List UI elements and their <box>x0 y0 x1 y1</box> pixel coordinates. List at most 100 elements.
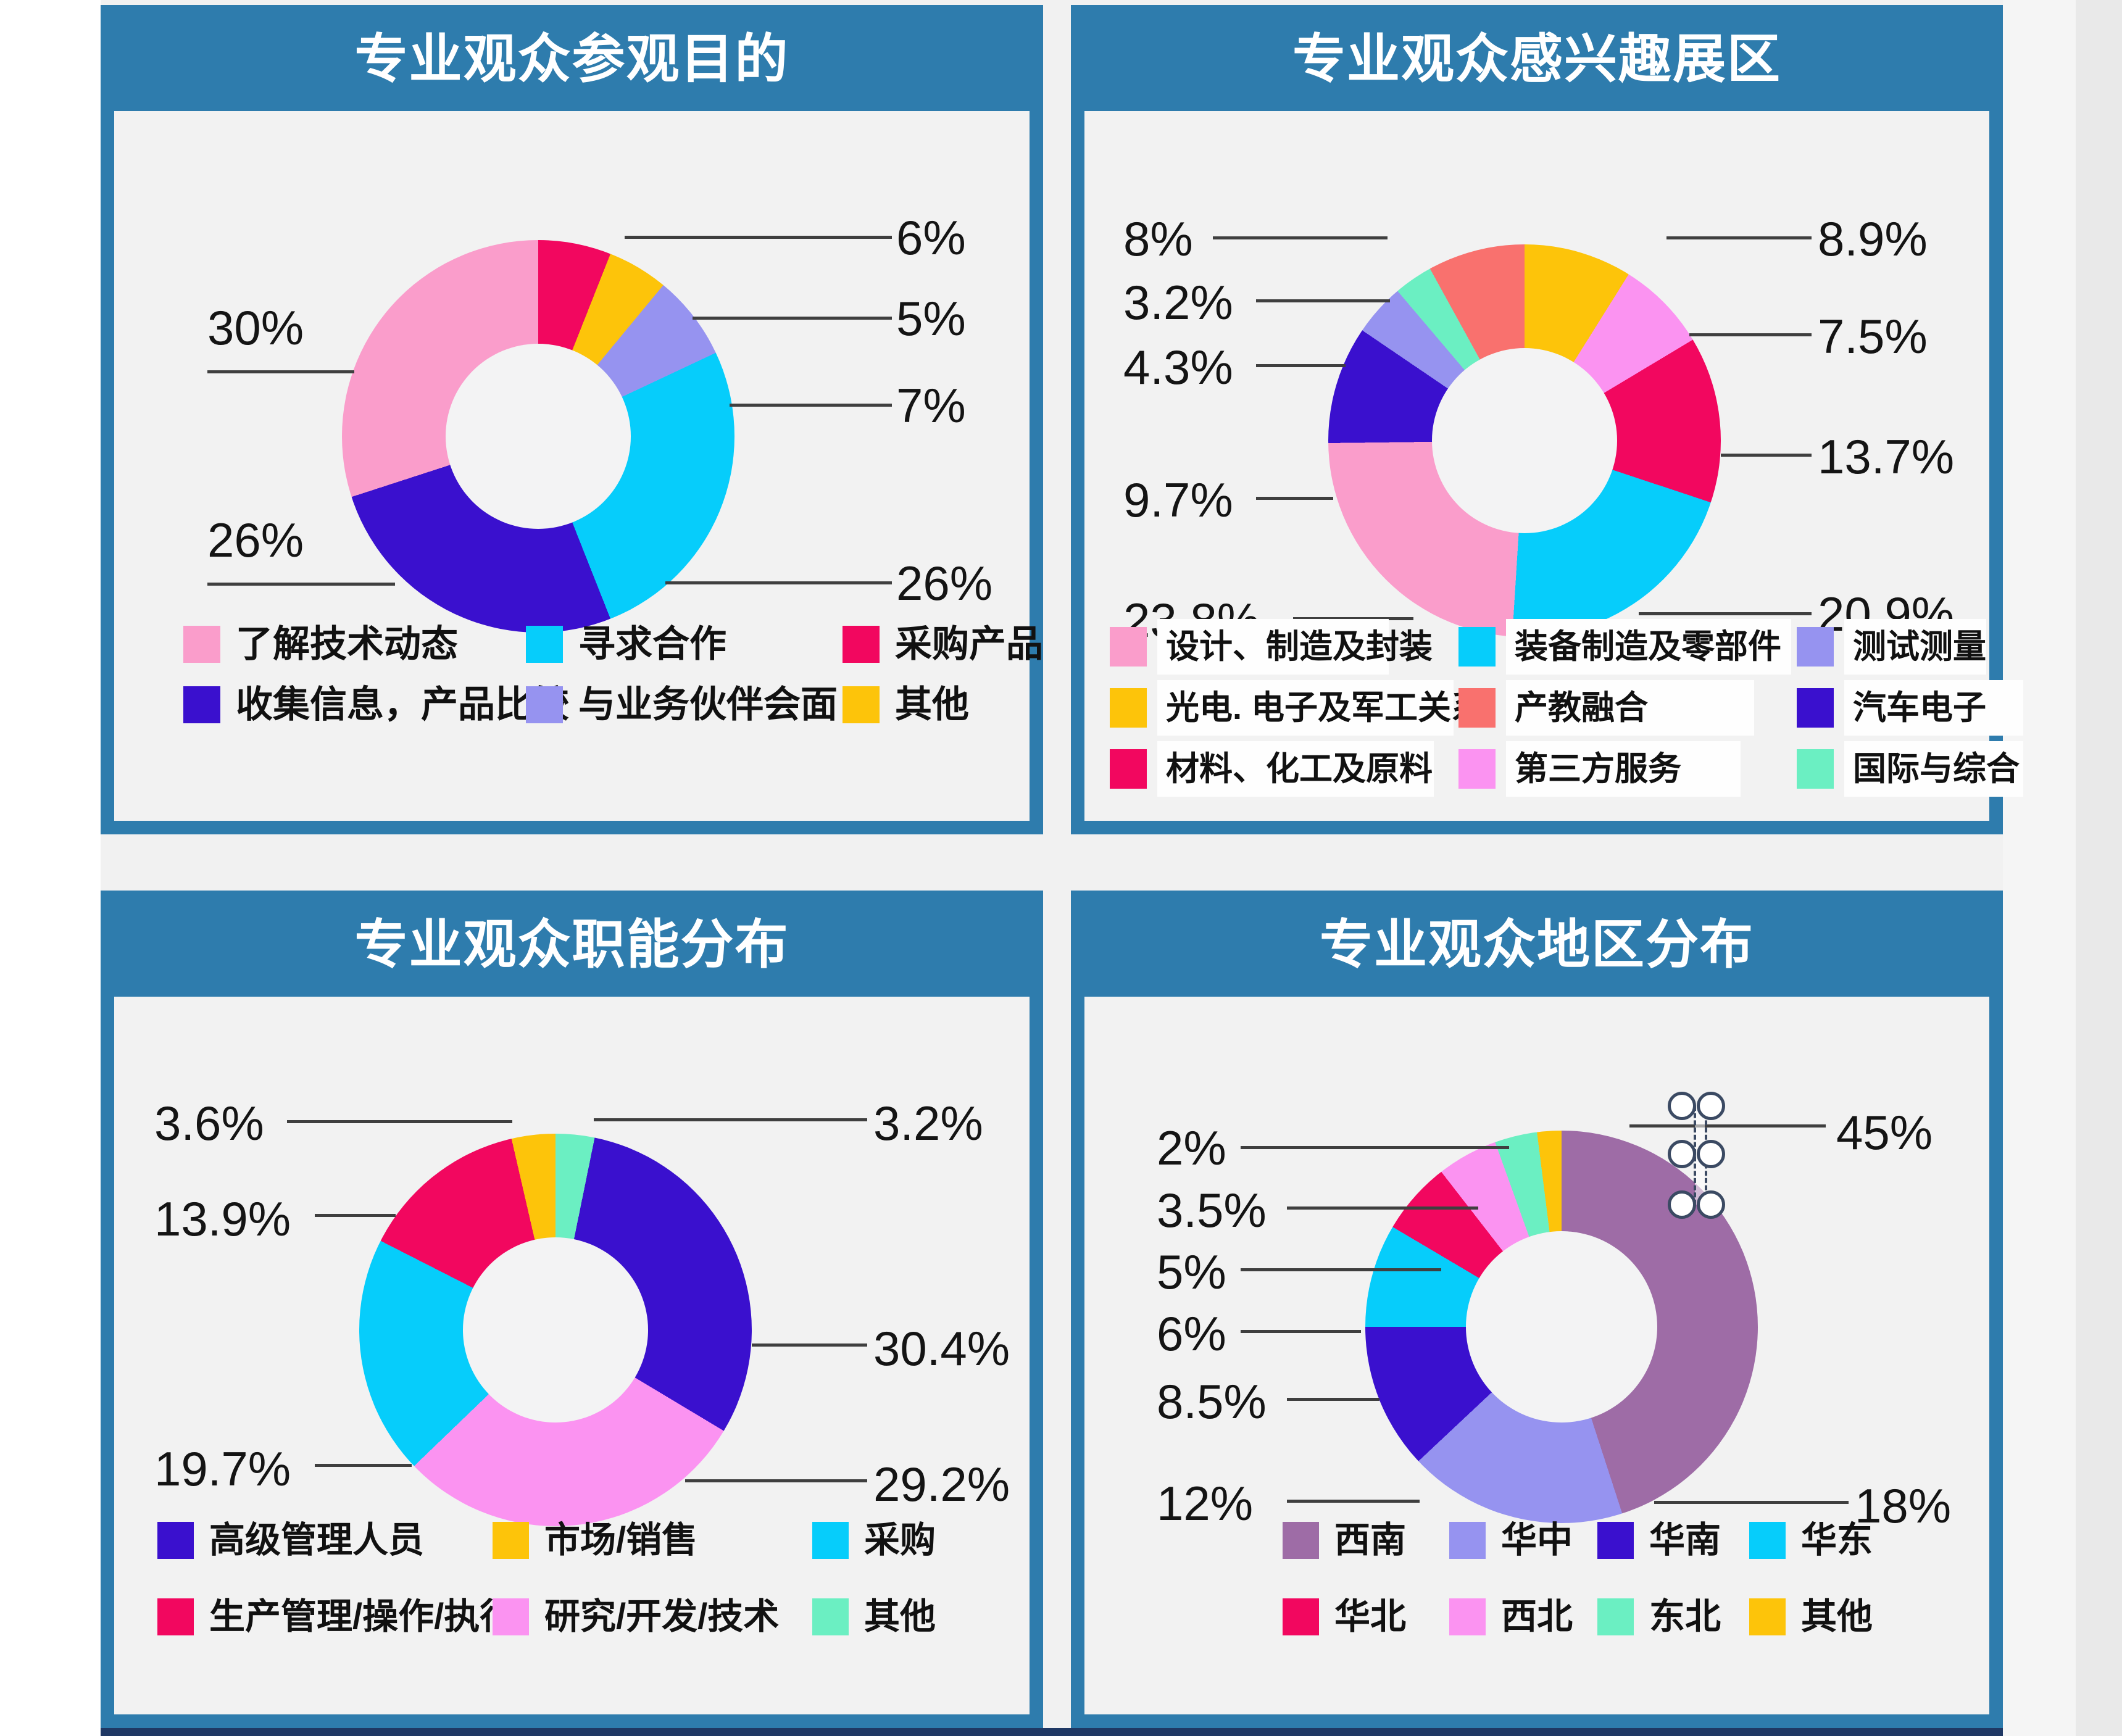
legend-label: 了解技术动态 <box>236 623 458 665</box>
legend-swatch <box>1797 749 1834 789</box>
right-margin-strip <box>2003 0 2076 1736</box>
legend-swatch <box>183 686 220 723</box>
legend-label: 其他 <box>864 1597 936 1637</box>
percent-callout: 3.5% <box>1157 1183 1267 1237</box>
legend-label: 光电. 电子及军工关系 <box>1166 689 1485 726</box>
legend-swatch <box>1597 1598 1634 1635</box>
legend-label: 采购 <box>864 1520 936 1560</box>
legend-swatch <box>493 1522 529 1559</box>
leader-line <box>207 583 395 586</box>
legend-swatch <box>1797 688 1834 728</box>
leader-line <box>665 581 892 584</box>
percent-callout: 26% <box>207 513 304 567</box>
percent-callout: 5% <box>1157 1245 1226 1299</box>
leader-line <box>752 1344 867 1347</box>
percent-callout: 13.9% <box>154 1192 291 1246</box>
percent-callout: 8.5% <box>1157 1374 1267 1429</box>
leader-line <box>1654 1501 1849 1504</box>
leader-line <box>1639 612 1812 615</box>
leader-line <box>1287 1398 1379 1401</box>
donut-hole <box>1432 348 1617 533</box>
selection-handle-circle <box>1697 1140 1725 1168</box>
legend-swatch <box>157 1522 194 1559</box>
legend-label: 其他 <box>895 684 969 725</box>
legend-swatch <box>1110 688 1147 728</box>
leader-line <box>1213 236 1388 239</box>
legend-label: 华北 <box>1334 1597 1407 1637</box>
percent-callout: 19.7% <box>154 1442 291 1496</box>
percent-callout: 7% <box>896 378 966 433</box>
leader-line <box>1293 617 1413 620</box>
legend-swatch <box>1283 1522 1319 1559</box>
percent-callout: 2% <box>1157 1121 1226 1175</box>
percent-callout: 9.7% <box>1123 473 1233 527</box>
legend-swatch <box>1449 1598 1486 1635</box>
legend-label: 西南 <box>1334 1520 1407 1560</box>
legend-swatch <box>843 686 880 723</box>
legend-label-box <box>1506 619 1791 675</box>
legend-swatch <box>1110 627 1147 667</box>
leader-line <box>1287 1206 1478 1210</box>
legend-label: 寻求合作 <box>578 623 726 665</box>
legend-label: 市场/销售 <box>544 1520 698 1560</box>
leader-line <box>1287 1500 1420 1503</box>
leader-line <box>1241 1146 1509 1149</box>
panel-title: 专业观众职能分布 <box>354 915 789 974</box>
left-margin-strip <box>0 0 101 1736</box>
legend-swatch <box>1797 627 1834 667</box>
percent-callout: 8.9% <box>1818 212 1928 266</box>
percent-callout: 30.4% <box>873 1321 1010 1376</box>
legend-swatch <box>1458 627 1496 667</box>
legend-swatch <box>1458 688 1496 728</box>
percent-callout: 7.5% <box>1818 309 1928 363</box>
selection-handle-circle <box>1697 1092 1725 1120</box>
legend-swatch <box>812 1522 849 1559</box>
legend-label-box <box>1844 741 2023 797</box>
legend-label-box <box>1157 619 1389 675</box>
percent-callout: 30% <box>207 301 304 355</box>
leader-line <box>1241 1268 1441 1271</box>
legend-label: 高级管理人员 <box>209 1520 425 1560</box>
legend-label-box <box>1157 741 1434 797</box>
selection-handle-circle <box>1668 1190 1696 1219</box>
percent-callout: 13.7% <box>1818 430 1955 484</box>
legend-label: 西北 <box>1501 1597 1573 1637</box>
legend-label: 测试测量 <box>1853 628 1986 665</box>
legend-label: 研究/开发/技术 <box>544 1597 780 1637</box>
percent-callout: 6% <box>896 210 966 265</box>
legend-label: 华东 <box>1801 1520 1873 1560</box>
leader-line <box>315 1464 412 1467</box>
leader-line <box>1256 497 1333 500</box>
percent-callout: 26% <box>896 556 993 610</box>
legend-label: 材料、化工及原料 <box>1166 750 1433 787</box>
leader-line <box>1629 1124 1826 1128</box>
legend-label: 华南 <box>1649 1520 1721 1560</box>
legend-label: 第三方服务 <box>1515 750 1681 787</box>
percent-callout: 29.2% <box>873 1457 1010 1511</box>
percent-callout: 4.3% <box>1123 340 1233 394</box>
legend-swatch <box>1110 749 1147 789</box>
legend-label: 采购产品 <box>895 623 1043 665</box>
donut-hole <box>463 1237 648 1422</box>
legend-label: 装备制造及零部件 <box>1515 628 1781 665</box>
selection-handle-circle <box>1668 1092 1696 1120</box>
legend-label: 生产管理/操作/执行 <box>209 1597 516 1637</box>
donut-hole <box>1466 1231 1657 1422</box>
percent-callout: 12% <box>1157 1476 1254 1530</box>
legend-label-box <box>1844 619 1986 675</box>
percent-callout: 5% <box>896 291 966 346</box>
legend-swatch <box>183 626 220 663</box>
legend-swatch <box>1449 1522 1486 1559</box>
leader-line <box>594 1118 867 1121</box>
legend-swatch <box>526 626 563 663</box>
legend-label: 华中 <box>1501 1520 1573 1560</box>
selection-handle-circle <box>1668 1140 1696 1168</box>
percent-callout: 6% <box>1157 1306 1226 1361</box>
leader-line <box>693 317 892 320</box>
legend-label: 收集信息，产品比较 <box>236 684 569 725</box>
leader-line <box>685 1479 867 1482</box>
legend-label: 设计、制造及封装 <box>1166 628 1433 665</box>
legend-label: 与业务伙伴会面 <box>578 684 838 725</box>
legend-swatch <box>1458 749 1496 789</box>
